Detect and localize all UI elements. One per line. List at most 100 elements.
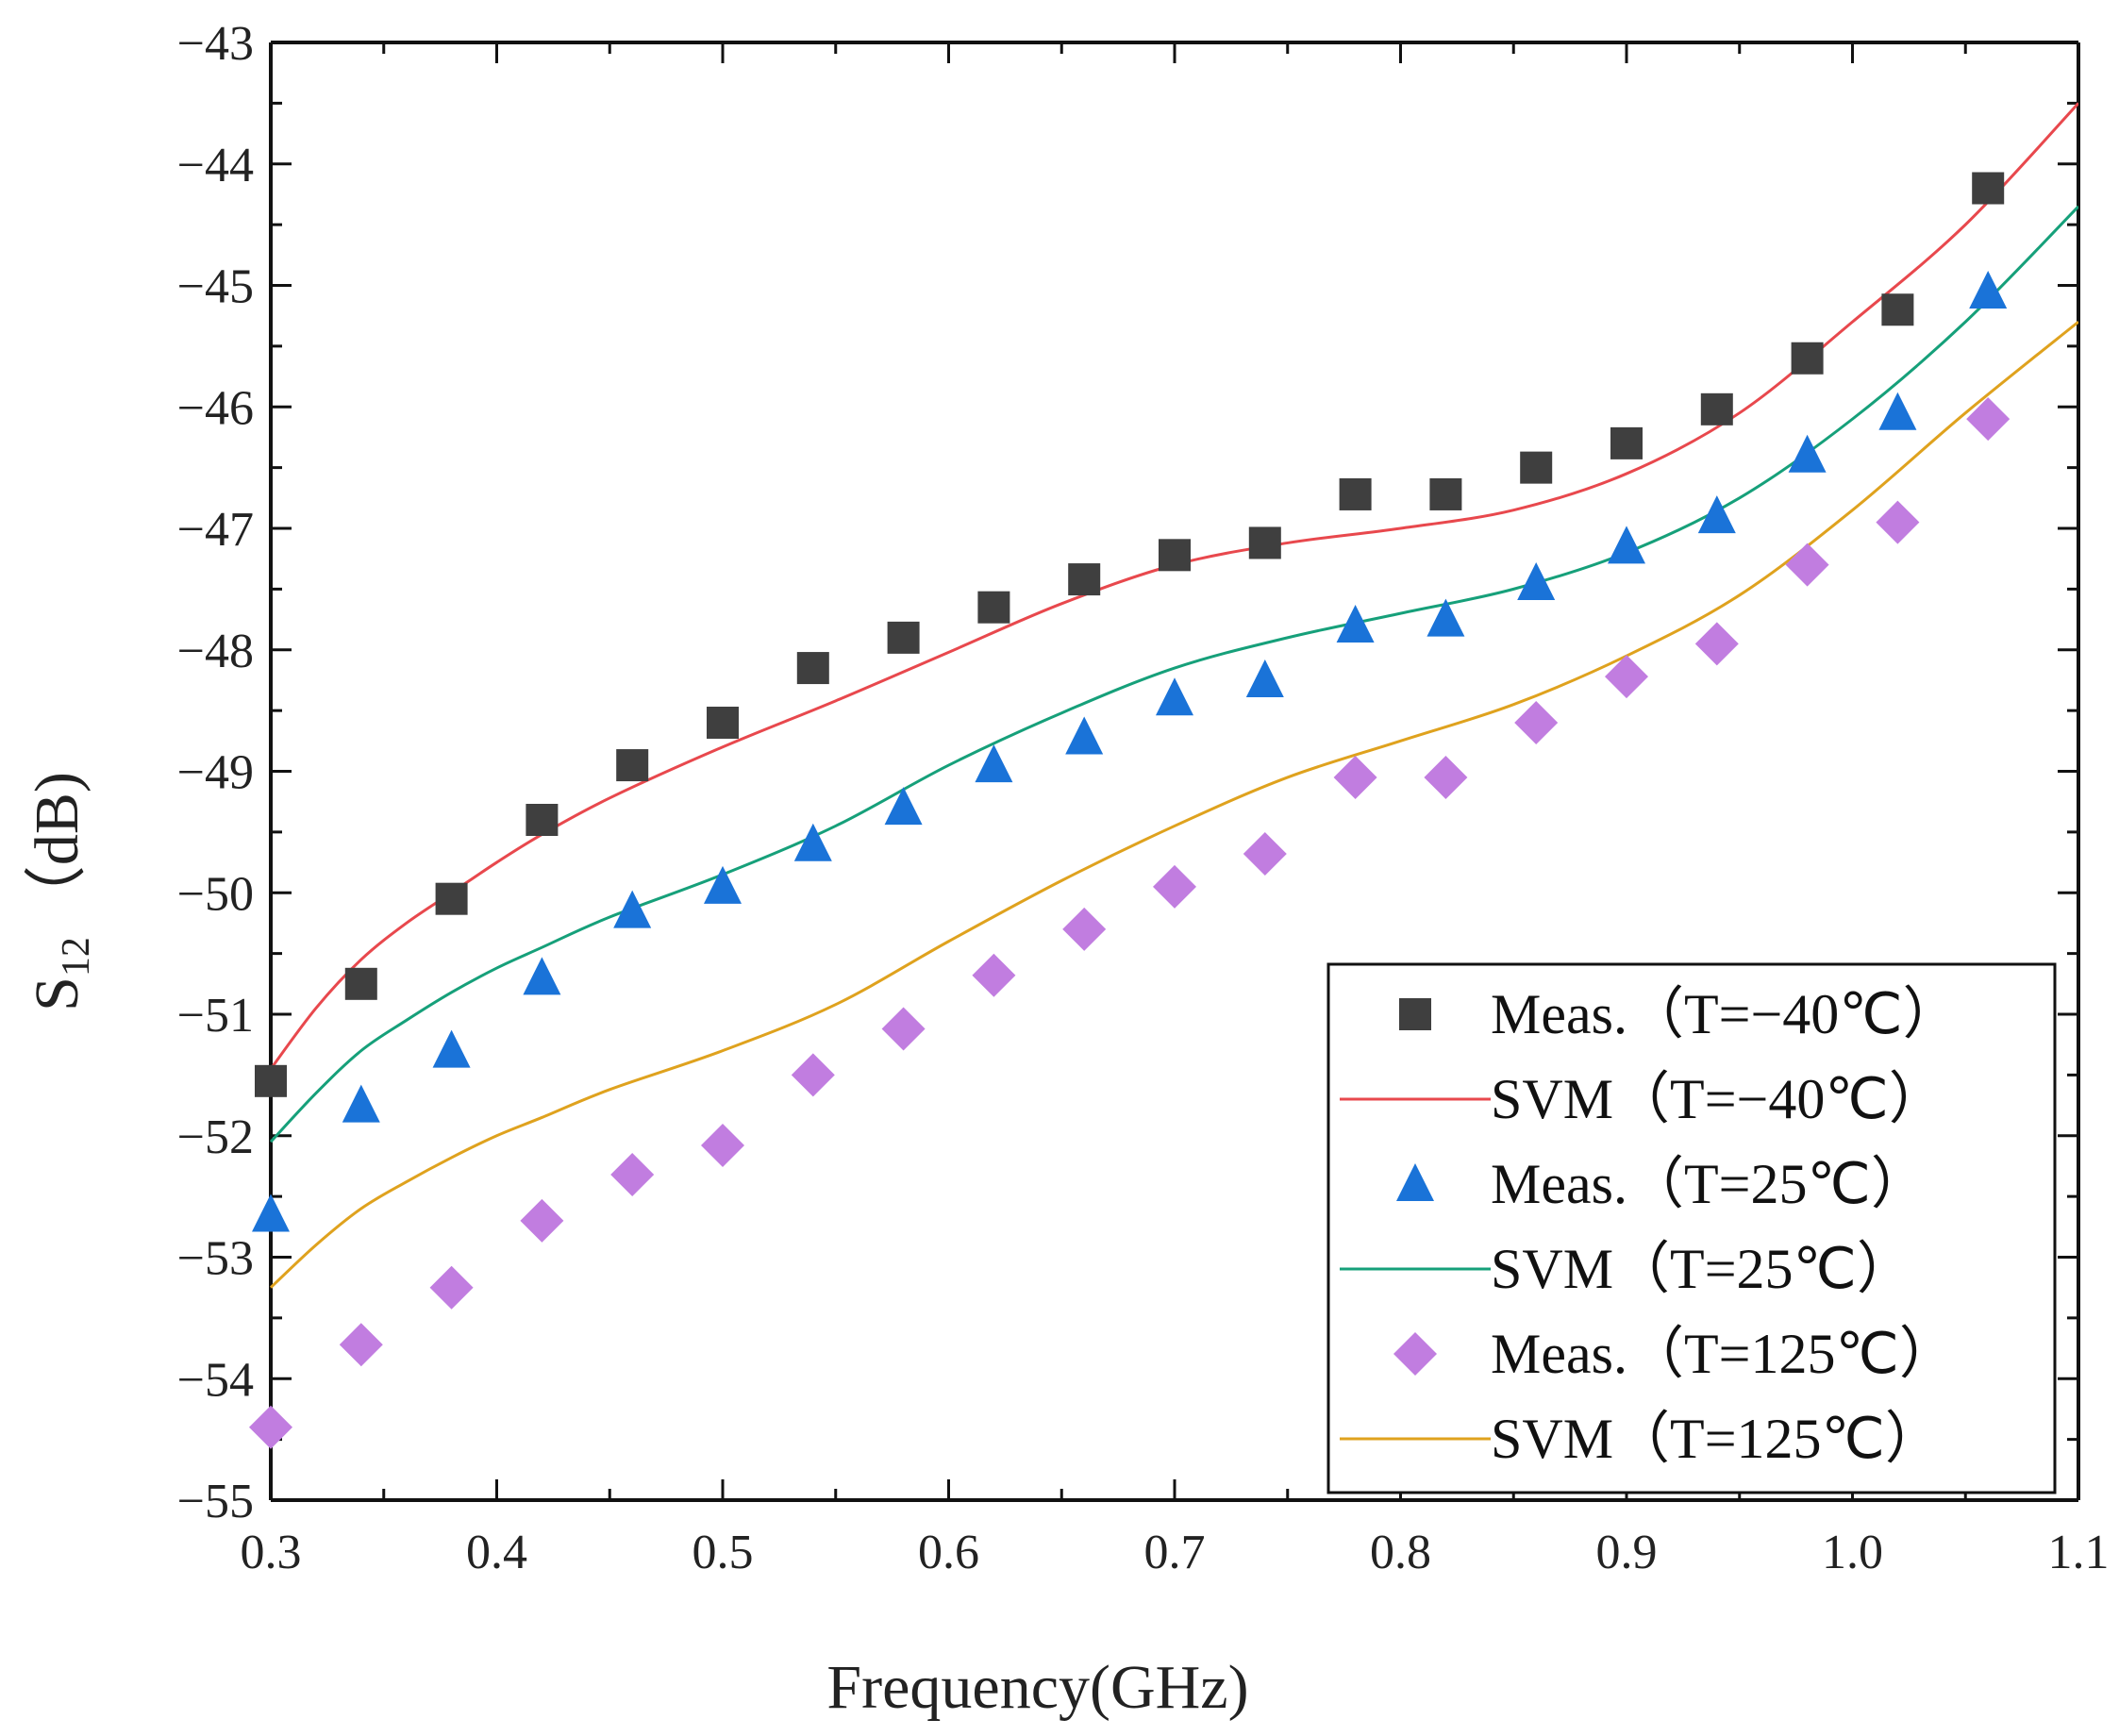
y-tick-label: −44	[177, 139, 254, 192]
x-tick-label: 0.5	[692, 1526, 754, 1579]
data-point	[526, 804, 559, 836]
legend-label: SVM（T=125℃）	[1491, 1408, 1942, 1470]
x-tick-label: 1.0	[1822, 1526, 1883, 1579]
y-tick-label: −53	[177, 1232, 254, 1286]
data-point	[1248, 526, 1281, 559]
data-point	[1605, 655, 1648, 699]
data-point	[1966, 397, 2011, 442]
data-point	[339, 1323, 383, 1367]
legend-label: Meas.（T=125℃）	[1491, 1323, 1956, 1385]
data-point	[523, 957, 561, 995]
data-point	[1153, 864, 1196, 909]
y-tick-label: −48	[177, 625, 254, 678]
data-point	[791, 1053, 835, 1097]
data-point	[704, 865, 742, 904]
x-tick-label: 0.8	[1370, 1526, 1431, 1579]
data-point	[884, 787, 923, 826]
y-axis-title-main: S	[23, 976, 92, 1011]
legend: Meas.（T=−40℃） SVM（T=−40℃） Meas.（T=25℃） SVM（…	[1326, 962, 2057, 1494]
data-point	[1520, 451, 1553, 484]
tick-marks	[269, 41, 2080, 1502]
legend-marker-swatch	[1393, 1332, 1437, 1376]
data-point	[1972, 172, 2005, 205]
data-point	[1610, 426, 1643, 459]
data-point	[1424, 755, 1468, 799]
y-tick-label: −43	[177, 17, 254, 71]
x-tick-label: 1.1	[2048, 1526, 2110, 1579]
series-layer	[249, 102, 2078, 1449]
data-point	[972, 953, 1016, 997]
data-point	[1243, 832, 1287, 876]
y-tick-label: −52	[177, 1110, 254, 1164]
y-tick-label: −54	[177, 1353, 254, 1407]
data-point	[613, 890, 652, 928]
data-point	[616, 749, 649, 782]
x-tick-label: 0.4	[466, 1526, 527, 1579]
data-point	[887, 621, 920, 654]
y-tick-labels: −43 −44 −45 −46 −47 −48 −49 −50 −51 −52 −53 −54 −55	[177, 17, 254, 1528]
data-point	[342, 1084, 380, 1123]
legend-label: SVM（T=−40℃）	[1491, 1068, 1945, 1130]
legend-marker-swatch	[1399, 998, 1431, 1030]
y-tick-label: −45	[177, 260, 254, 314]
data-point	[1785, 542, 1829, 587]
y-tick-label: −55	[177, 1475, 254, 1528]
data-point	[1065, 716, 1104, 755]
data-point	[429, 1265, 474, 1310]
data-point	[1694, 622, 1739, 666]
data-point	[975, 744, 1013, 783]
data-point	[1697, 495, 1736, 534]
data-point	[977, 591, 1010, 624]
data-point	[1339, 477, 1372, 510]
data-point	[707, 707, 739, 739]
data-point	[1068, 563, 1101, 596]
data-point	[1427, 598, 1465, 637]
data-point	[432, 1029, 471, 1068]
data-point	[344, 967, 377, 1000]
data-point	[1881, 293, 1914, 326]
y-axis-title-subscript: 12	[55, 937, 98, 976]
y-tick-label: −50	[177, 867, 254, 921]
x-tick-label: 0.3	[241, 1526, 302, 1579]
data-point	[1159, 539, 1191, 572]
x-tick-labels: 0.3 0.4 0.5 0.6 0.7 0.8 0.9 1.0 1.1	[241, 1526, 2110, 1579]
y-axis-title: S12 （dB)	[23, 772, 98, 1011]
data-point	[1336, 605, 1375, 643]
data-point	[881, 1007, 926, 1051]
data-point	[1876, 500, 1920, 544]
data-point	[520, 1198, 564, 1243]
y-tick-label: −46	[177, 381, 254, 435]
legend-box	[1326, 962, 2057, 1494]
data-point	[796, 652, 829, 685]
data-point	[1333, 755, 1377, 799]
data-point	[1788, 434, 1827, 473]
data-point	[255, 1064, 287, 1097]
data-point	[1517, 561, 1556, 600]
legend-label: SVM（T=25℃）	[1491, 1238, 1913, 1300]
data-point	[249, 1405, 292, 1449]
data-point	[610, 1152, 655, 1196]
data-point	[1969, 270, 2008, 309]
data-point	[1878, 392, 1917, 430]
y-axis-title-unit: （dB)	[23, 772, 92, 927]
data-point	[1245, 659, 1284, 697]
data-point	[435, 882, 468, 915]
data-point	[1700, 392, 1733, 426]
y-tick-label: −49	[177, 746, 254, 800]
y-tick-label: −51	[177, 989, 254, 1043]
y-tick-label: −47	[177, 503, 254, 557]
legend-label: Meas.（T=−40℃）	[1491, 983, 1960, 1045]
data-point	[1062, 907, 1107, 951]
legend-marker-swatch	[1396, 1163, 1434, 1201]
data-point	[1156, 677, 1193, 716]
data-point	[793, 823, 832, 861]
x-tick-label: 0.9	[1596, 1526, 1658, 1579]
series-line	[269, 205, 2078, 1143]
x-tick-label: 0.6	[918, 1526, 979, 1579]
series-line	[269, 320, 2078, 1289]
data-point	[1429, 477, 1462, 510]
legend-label: Meas.（T=25℃）	[1491, 1153, 1927, 1215]
data-point	[252, 1194, 290, 1232]
data-point	[1791, 342, 1824, 375]
